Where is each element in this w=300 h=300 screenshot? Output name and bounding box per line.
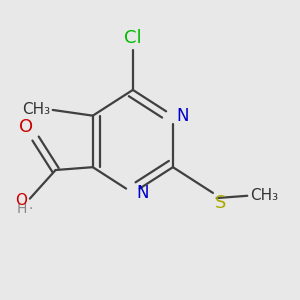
- Text: N: N: [136, 184, 149, 202]
- Text: ·: ·: [28, 202, 33, 215]
- Text: S: S: [214, 194, 226, 212]
- Text: N: N: [176, 107, 189, 125]
- Text: O: O: [15, 194, 27, 208]
- Text: Cl: Cl: [124, 29, 142, 47]
- Text: CH₃: CH₃: [22, 102, 50, 117]
- Text: H: H: [16, 202, 27, 215]
- Text: CH₃: CH₃: [250, 188, 278, 203]
- Text: O: O: [19, 118, 33, 136]
